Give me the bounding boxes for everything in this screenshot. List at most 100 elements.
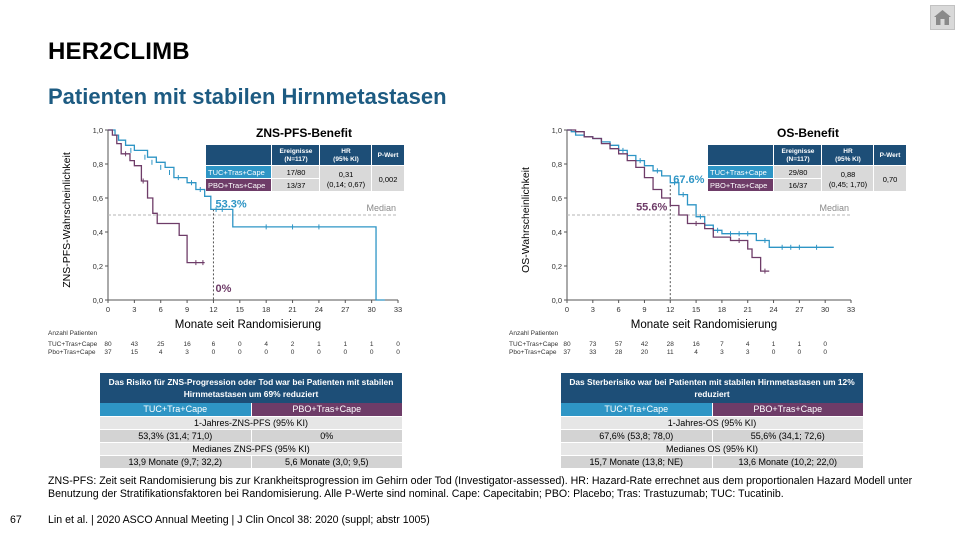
y-tick-label: 0,4 bbox=[93, 228, 103, 237]
table-events-value: 17/80 bbox=[287, 168, 306, 177]
y-tick-label: 0,0 bbox=[93, 296, 103, 305]
home-button[interactable] bbox=[930, 5, 955, 30]
x-tick-label: 9 bbox=[185, 305, 189, 314]
y-tick-label: 0,4 bbox=[552, 228, 562, 237]
slide-title: HER2CLIMB bbox=[48, 38, 190, 65]
x-tick-label: 12 bbox=[209, 305, 217, 314]
summary-metric: 1-Jahres-ZNS-PFS (95% KI) bbox=[100, 417, 402, 429]
table-events-value: 16/37 bbox=[789, 181, 808, 190]
table-p-value: 0,002 bbox=[379, 175, 398, 184]
y-tick-label: 0,6 bbox=[93, 194, 103, 203]
table-events-cell bbox=[774, 179, 821, 191]
at-risk-value: 0 bbox=[772, 349, 776, 356]
km-annotation: 67.6% bbox=[673, 174, 704, 186]
table-header: (N=117) bbox=[284, 156, 307, 163]
at-risk-row-label: TUC+Tras+Cape bbox=[48, 341, 98, 348]
at-risk-value: 80 bbox=[563, 341, 571, 348]
table-arm-label: TUC+Tras+Cape bbox=[710, 168, 767, 177]
chart-title: ZNS-PFS-Benefit bbox=[256, 126, 352, 140]
table-p-cell bbox=[372, 166, 404, 191]
at-risk-value: 2 bbox=[291, 341, 295, 348]
summary-header: Das Sterberisiko war bei Patienten mit s… bbox=[561, 373, 863, 403]
summary-value: 0% bbox=[251, 430, 402, 442]
x-tick-label: 30 bbox=[821, 305, 829, 314]
table-header-cell bbox=[206, 145, 271, 165]
table-events-cell bbox=[774, 166, 821, 178]
at-risk-value: 15 bbox=[131, 349, 139, 356]
x-tick-label: 15 bbox=[236, 305, 244, 314]
at-risk-value: 57 bbox=[615, 341, 623, 348]
table-events-value: 29/80 bbox=[789, 168, 808, 177]
at-risk-value: 25 bbox=[157, 341, 165, 348]
at-risk-value: 0 bbox=[238, 349, 242, 356]
at-risk-value: 3 bbox=[185, 349, 189, 356]
summary-arm-tuc: TUC+Tra+Cape bbox=[561, 403, 712, 416]
table-header: (95% KI) bbox=[835, 156, 861, 163]
at-risk-value: 1 bbox=[317, 341, 321, 348]
at-risk-title: Anzahl Patienten bbox=[509, 330, 559, 337]
at-risk-value: 7 bbox=[720, 341, 724, 348]
x-tick-label: 24 bbox=[769, 305, 777, 314]
x-tick-label: 21 bbox=[288, 305, 296, 314]
table-hr-value: 0,88 bbox=[841, 170, 856, 179]
at-risk-value: 43 bbox=[131, 341, 139, 348]
at-risk-row-label: TUC+Tras+Cape bbox=[509, 341, 559, 348]
at-risk-value: 4 bbox=[159, 349, 163, 356]
at-risk-value: 0 bbox=[343, 349, 347, 356]
y-axis-label: OS-Wahrscheinlichkeit bbox=[520, 167, 532, 273]
at-risk-value: 0 bbox=[396, 349, 400, 356]
table-header: (N=117) bbox=[786, 156, 809, 163]
at-risk-row-label: Pbo+Tras+Cape bbox=[48, 349, 96, 356]
summary-metric: 1-Jahres-OS (95% KI) bbox=[561, 417, 863, 429]
x-tick-label: 3 bbox=[132, 305, 136, 314]
x-tick-label: 0 bbox=[565, 305, 569, 314]
summary-value: 15,7 Monate (13,8; NE) bbox=[561, 456, 712, 468]
x-tick-label: 0 bbox=[106, 305, 110, 314]
km-curve-tuc bbox=[108, 129, 385, 301]
x-tick-label: 27 bbox=[795, 305, 803, 314]
table-header: Ereignisse bbox=[782, 148, 815, 155]
table-header: P-Wert bbox=[880, 152, 902, 159]
x-tick-label: 18 bbox=[718, 305, 726, 314]
y-tick-label: 1,0 bbox=[93, 126, 103, 135]
summary-header: Das Risiko für ZNS-Progression oder Tod … bbox=[100, 373, 402, 403]
table-header-cell bbox=[372, 145, 404, 165]
at-risk-title: Anzahl Patienten bbox=[48, 330, 98, 337]
at-risk-value: 0 bbox=[823, 341, 827, 348]
at-risk-value: 3 bbox=[720, 349, 724, 356]
x-tick-label: 21 bbox=[744, 305, 752, 314]
at-risk-value: 4 bbox=[694, 349, 698, 356]
summary-arm-tuc: TUC+Tra+Cape bbox=[100, 403, 251, 416]
y-tick-label: 0,6 bbox=[552, 194, 562, 203]
at-risk-value: 80 bbox=[104, 341, 112, 348]
at-risk-value: 0 bbox=[370, 349, 374, 356]
summary-box-os: Das Sterberisiko war bei Patienten mit s… bbox=[561, 373, 863, 468]
at-risk-value: 1 bbox=[772, 341, 776, 348]
at-risk-value: 0 bbox=[317, 349, 321, 356]
table-arm-label: PBO+Tras+Cape bbox=[710, 181, 767, 190]
citation: Lin et al. | 2020 ASCO Annual Meeting | … bbox=[48, 514, 430, 526]
table-events-cell bbox=[272, 179, 319, 191]
table-p-value: 0,70 bbox=[883, 175, 898, 184]
at-risk-value: 4 bbox=[746, 341, 750, 348]
median-label: Median bbox=[819, 203, 849, 213]
km-annotation: 53.3% bbox=[215, 198, 246, 210]
summary-value: 13,9 Monate (9,7; 32,2) bbox=[100, 456, 251, 468]
x-tick-label: 30 bbox=[367, 305, 375, 314]
at-risk-row-label: Pbo+Tras+Cape bbox=[509, 349, 557, 356]
summary-value: 67,6% (53,8; 78,0) bbox=[561, 430, 712, 442]
summary-metric: Medianes OS (95% KI) bbox=[561, 443, 863, 455]
x-tick-label: 24 bbox=[315, 305, 323, 314]
table-p-cell bbox=[874, 166, 906, 191]
table-header: Ereignisse bbox=[280, 148, 313, 155]
summary-arm-pbo: PBO+Tras+Cape bbox=[712, 403, 863, 416]
table-arm-label: PBO+Tras+Cape bbox=[208, 181, 265, 190]
y-tick-label: 0,2 bbox=[93, 262, 103, 271]
table-events-value: 13/37 bbox=[287, 181, 306, 190]
at-risk-value: 37 bbox=[563, 349, 571, 356]
chart-title: OS-Benefit bbox=[777, 126, 839, 140]
table-header-cell bbox=[774, 145, 821, 165]
y-tick-label: 0,0 bbox=[552, 296, 562, 305]
table-header: (95% KI) bbox=[333, 156, 359, 163]
x-tick-label: 18 bbox=[262, 305, 270, 314]
